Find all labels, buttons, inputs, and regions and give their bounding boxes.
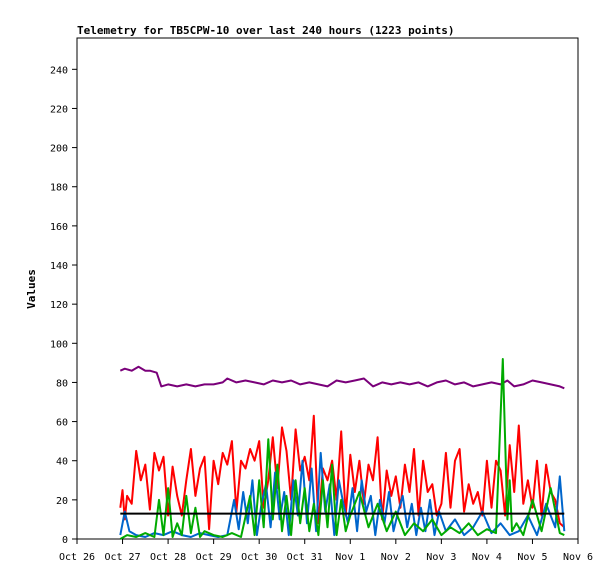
x-tick-label: Oct 28 xyxy=(150,552,186,563)
series-red-line xyxy=(119,414,565,531)
y-tick-label: 160 xyxy=(50,222,68,233)
y-axis: 0 20 40 60 80 100 120 140 160 180 200 220 240 xyxy=(50,65,77,546)
x-tick-label: Nov 3 xyxy=(426,552,456,563)
x-tick-label: Oct 30 xyxy=(241,552,277,563)
y-tick-label: 40 xyxy=(56,457,68,468)
y-axis-label: Values xyxy=(25,269,38,309)
y-tick-label: 140 xyxy=(50,261,68,272)
x-tick-label: Nov 1 xyxy=(335,552,365,563)
y-tick-label: 180 xyxy=(50,183,68,194)
y-tick-label: 80 xyxy=(56,378,68,389)
x-tick-label: Nov 4 xyxy=(472,552,502,563)
x-tick-label: Nov 5 xyxy=(517,552,547,563)
y-tick-label: 0 xyxy=(62,535,68,546)
y-tick-label: 60 xyxy=(56,418,68,429)
series-group xyxy=(119,358,566,540)
y-tick-label: 20 xyxy=(56,496,68,507)
series-purple-line xyxy=(119,365,565,390)
y-tick-label: 240 xyxy=(50,65,68,76)
x-tick-label: Oct 27 xyxy=(104,552,140,563)
y-tick-label: 100 xyxy=(50,339,68,350)
x-tick-label: Nov 2 xyxy=(381,552,411,563)
x-tick-label: Oct 29 xyxy=(196,552,232,563)
x-tick-label: Oct 26 xyxy=(59,552,95,563)
y-tick-label: 200 xyxy=(50,144,68,155)
x-axis: Oct 26 Oct 27 Oct 28 Oct 29 Oct 30 Oct 31 Nov … xyxy=(59,539,593,563)
y-tick-label: 220 xyxy=(50,104,68,115)
y-tick-label: 120 xyxy=(50,300,68,311)
x-tick-label: Nov 6 xyxy=(563,552,593,563)
x-tick-label: Oct 31 xyxy=(287,552,323,563)
plot-frame xyxy=(76,37,579,540)
chart-title: Telemetry for TB5CPW-10 over last 240 ho… xyxy=(77,24,455,37)
